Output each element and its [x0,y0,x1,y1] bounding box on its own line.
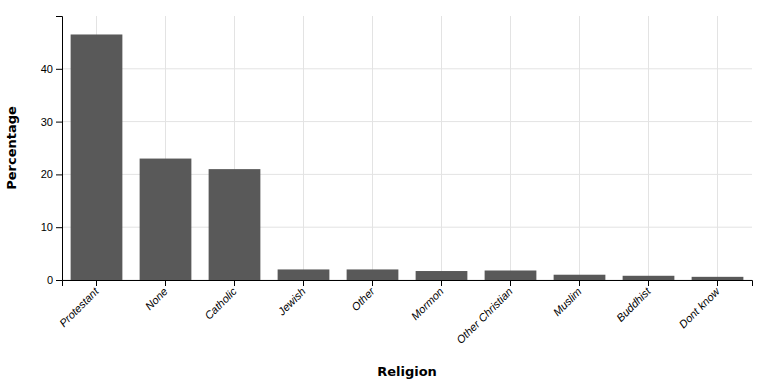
tick-label: 0 [47,274,53,286]
tick-label: 20 [41,168,53,180]
bar [209,169,261,280]
grid-line [648,16,649,280]
tick: Jewish [275,280,308,318]
grid-line [303,16,304,280]
tick-mark [96,280,97,286]
tick: Muslim [551,280,584,318]
tick: Protestant [57,280,102,329]
y-axis-title: Percentage [4,106,19,190]
tick: 40 [41,63,62,75]
tick: Other [349,280,378,313]
tick-label: Muslim [551,285,584,318]
tick-label: Jewish [275,285,308,318]
plot: Protestant None Catholic Jewish Other MormonO… [41,16,753,346]
tick-label: Catholic [202,285,239,322]
tick-label: Protestant [57,284,102,329]
tick-mark [510,280,511,286]
grid-line [372,16,373,280]
tick-label: None [143,285,170,312]
tick-mark [303,280,304,286]
bar [71,34,123,280]
tick-label: 30 [41,116,53,128]
tick-label: 10 [41,221,53,233]
tick-mark [579,280,580,286]
tick-mark [56,280,62,281]
tick: 30 [41,116,62,128]
grid-line [441,16,442,280]
tick-label: Other [349,284,378,313]
tick: Other Christian [454,280,515,346]
tick: 20 [41,168,62,180]
tick: None [143,280,170,312]
tick-mark [56,227,62,228]
tick-mark [648,280,649,286]
x-axis-title: Religion [377,364,437,379]
bars [71,34,744,280]
grid-line [717,16,718,280]
axis-line [56,17,63,281]
tick: Buddhist [614,280,653,324]
bar [416,271,468,280]
tick: 0 [47,274,62,286]
tick-mark [165,280,166,286]
y-axis: 0 10 20 30 40 [41,17,63,287]
tick: 10 [41,221,62,233]
chart: Protestant None Catholic Jewish Other MormonO… [0,0,768,384]
grid [62,16,752,280]
bar [140,159,192,280]
grid-line [579,16,580,280]
tick-mark [717,280,718,286]
tick-label: Dont know [677,284,723,330]
tick-label: Other Christian [454,285,515,346]
bar [623,276,675,280]
bar [347,269,399,280]
tick-mark [372,280,373,286]
tick-label: 40 [41,63,53,75]
grid-line [510,16,511,280]
tick-mark [56,69,62,70]
x-axis: Protestant None Catholic Jewish Other MormonO… [57,280,753,346]
bar [278,269,330,280]
axis-line [63,281,753,287]
tick-mark [441,280,442,286]
tick-mark [56,174,62,175]
bar [485,270,537,280]
bar [692,277,744,280]
tick-mark [234,280,235,286]
tick: Mormon [409,280,446,322]
tick-label: Mormon [409,285,446,322]
tick: Catholic [202,280,239,322]
tick: Dont know [677,280,723,330]
tick-mark [56,122,62,123]
tick-label: Buddhist [614,284,653,323]
bar [554,275,606,280]
